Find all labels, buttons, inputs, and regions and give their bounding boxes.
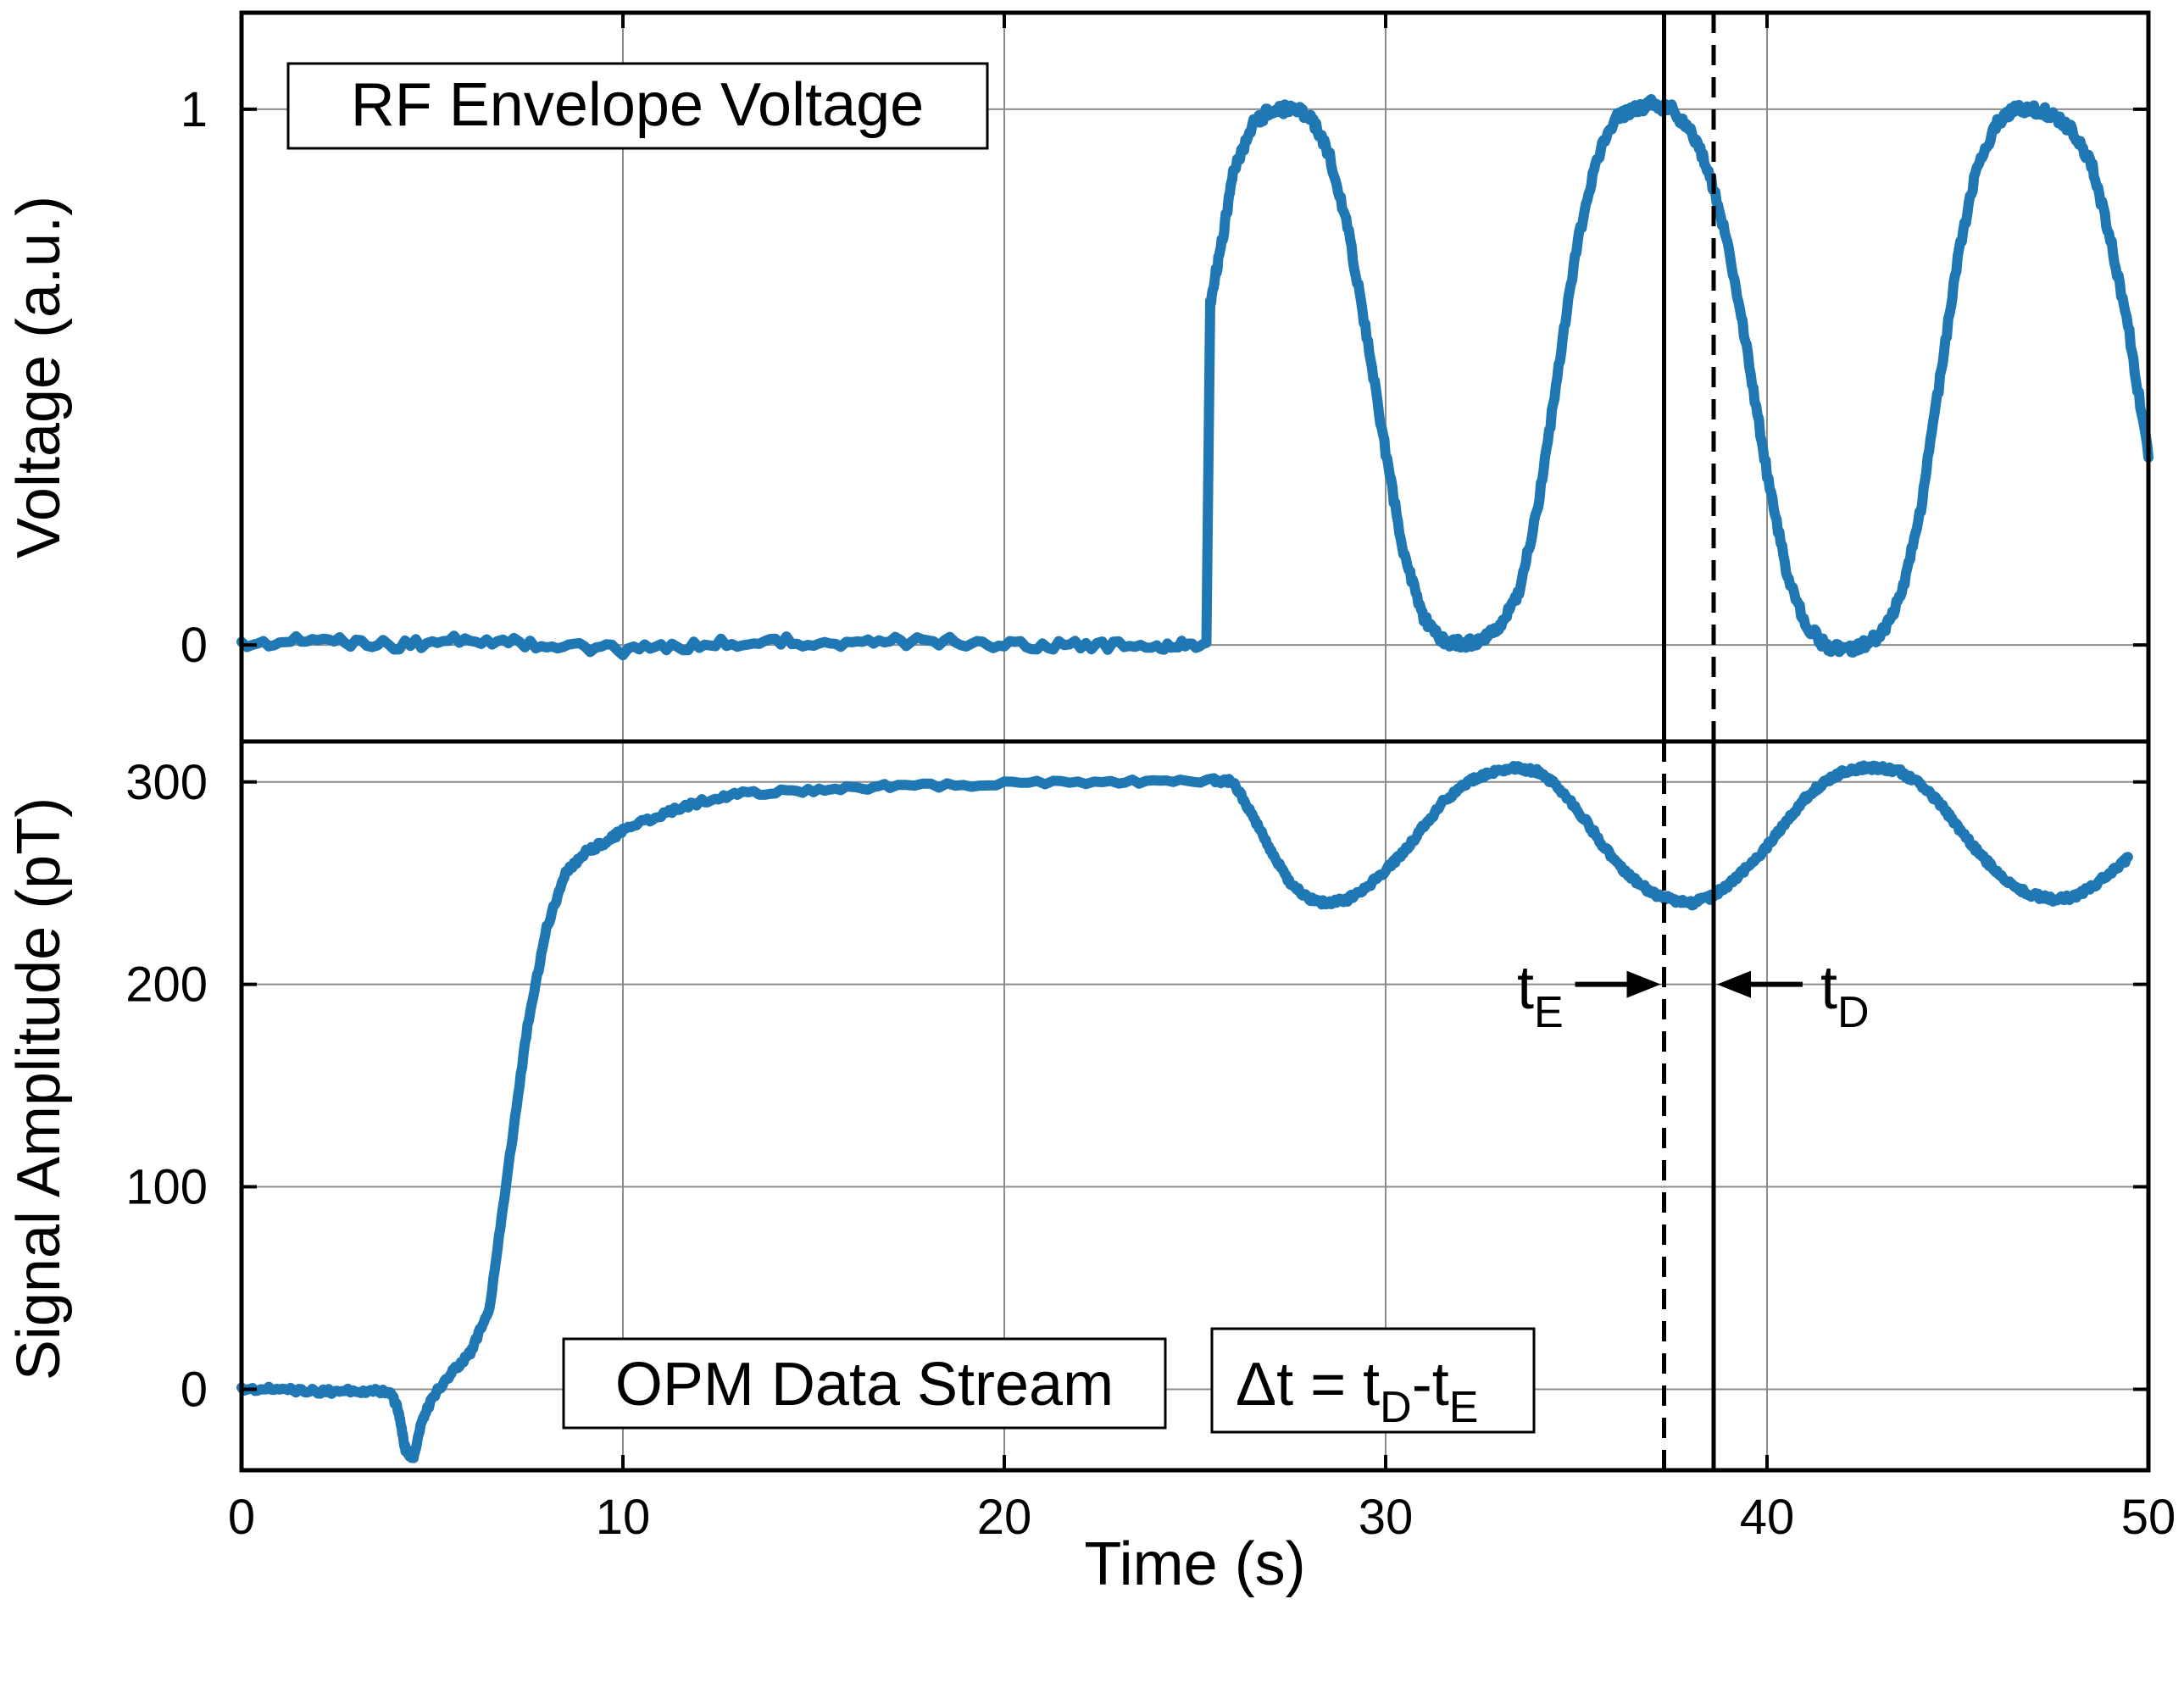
delta-t-prefix: Δt = t	[1236, 1351, 1380, 1419]
x-tick-label-50: 50	[2121, 1490, 2176, 1545]
bottom-panel-frame	[239, 739, 2151, 1473]
bottom-y-tick-label-100: 100	[125, 1160, 208, 1215]
t-e-t: t	[1517, 954, 1534, 1022]
bottom-panel-legend-box	[562, 1337, 1167, 1430]
delta-t-sub-e: E	[1449, 1383, 1479, 1432]
x-tick-label-40: 40	[1740, 1490, 1795, 1545]
t-e-arrow-head	[1626, 970, 1661, 998]
t-d-arrow-head	[1717, 970, 1751, 998]
bottom-y-tick-label-0: 0	[181, 1362, 208, 1417]
top-panel-legend: RF Envelope Voltage	[351, 71, 924, 139]
delta-t-box	[1210, 1327, 1536, 1434]
bottom-y-tick-label-200: 200	[125, 958, 208, 1013]
bottom-y-axis-label: Signal Amplitude (pT)	[5, 797, 73, 1380]
rf-envelope-line	[236, 94, 2153, 661]
bottom-panel-legend: OPM Data Stream	[615, 1351, 1114, 1419]
x-tick-label-0: 0	[228, 1490, 255, 1545]
time-markers	[1662, 13, 1716, 1470]
x-tick-label-20: 20	[977, 1490, 1032, 1545]
marker-arrows	[1575, 970, 1803, 998]
t-e-label: tE	[1517, 954, 1564, 1037]
bottom-panel-area	[242, 741, 2148, 1470]
delta-t-label: Δt = tD-tE	[1236, 1351, 1478, 1432]
t-d-sub: D	[1837, 988, 1870, 1037]
bottom-y-tick-label-300: 300	[125, 755, 208, 810]
t-e-sub: E	[1534, 988, 1564, 1037]
x-axis-label: Time (s)	[1084, 1530, 1305, 1598]
t-d-t: t	[1820, 954, 1837, 1022]
x-tick-label-10: 10	[596, 1490, 651, 1545]
opm-data-line	[236, 760, 2133, 1463]
t-d-label: tD	[1820, 954, 1870, 1037]
top-y-tick-label-0: 0	[181, 618, 208, 673]
top-y-tick-label-1: 1	[181, 82, 208, 137]
x-tick-label-30: 30	[1359, 1490, 1414, 1545]
delta-t-mid: -t	[1412, 1351, 1449, 1419]
top-panel-legend-box	[286, 62, 989, 150]
top-y-axis-label: Voltage (a.u.)	[5, 196, 73, 558]
delta-t-sub-d: D	[1380, 1383, 1412, 1432]
